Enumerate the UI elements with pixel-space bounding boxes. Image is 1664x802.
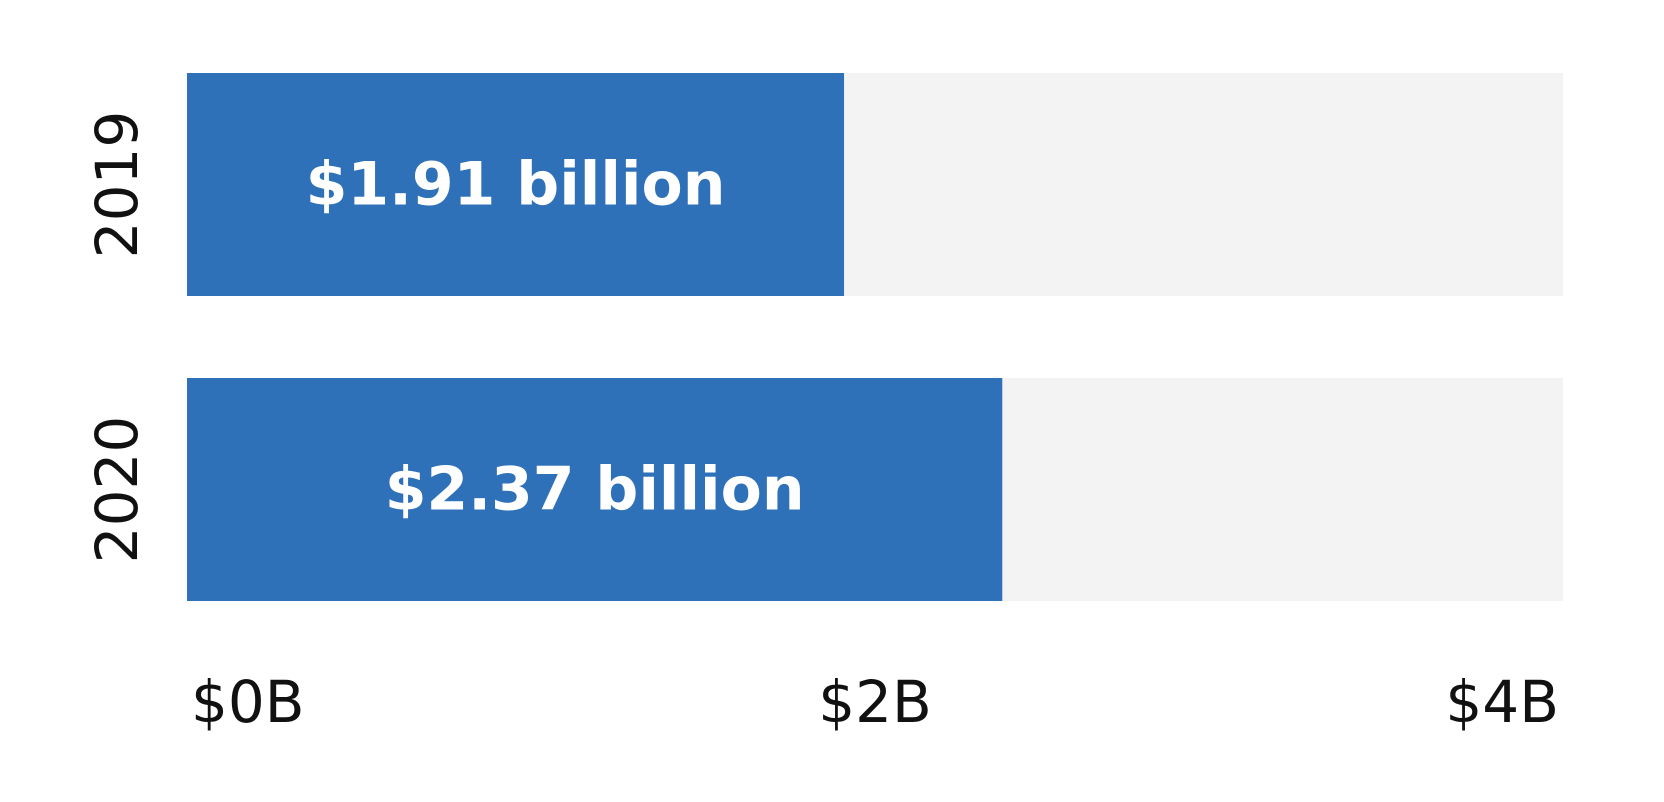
x-tick-label: $4B [1445, 668, 1559, 736]
bar-2020 [187, 378, 1003, 601]
value-label-2019: $1.91 billion [306, 150, 726, 220]
x-tick-label: $2B [818, 668, 932, 736]
bar-2019 [187, 73, 845, 296]
x-tick-label: $0B [191, 668, 305, 736]
category-label-2020: 2020 [83, 416, 151, 564]
x-axis-ticks: $0B $2B $4B [191, 668, 1559, 736]
value-label-2020: $2.37 billion [385, 455, 805, 525]
category-label-2019: 2019 [83, 111, 151, 259]
bars-layer: $1.91 billion 2019 $2.37 billion 2020 [83, 73, 1563, 601]
